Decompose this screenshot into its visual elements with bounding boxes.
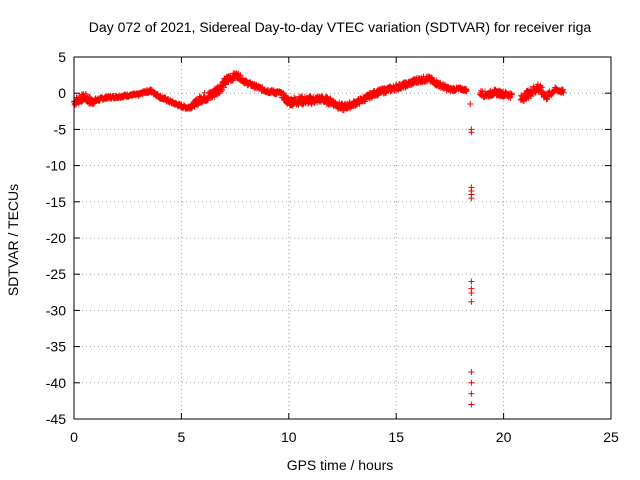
y-tick-label: -10 [46, 158, 66, 174]
y-tick-label: -35 [46, 339, 66, 355]
x-tick-label: 25 [603, 429, 619, 445]
axis-ticks: 50-5-10-15-20-25-30-35-40-450 5 10 15 20 25 [46, 49, 619, 445]
data-point [468, 368, 475, 375]
data-point [463, 88, 470, 95]
data-point [467, 101, 474, 108]
x-axis-label: GPS time / hours [287, 457, 394, 473]
x-tick-label: 5 [178, 429, 186, 445]
x-tick-label: 0 [70, 429, 78, 445]
data-point [237, 72, 244, 79]
data-point [560, 89, 567, 96]
data-point [468, 290, 475, 297]
y-tick-label: 0 [58, 85, 66, 101]
data-point [221, 84, 228, 91]
data-markers [71, 70, 567, 408]
data-point [208, 94, 215, 101]
x-tick-label: 10 [281, 429, 297, 445]
x-tick-label: 15 [388, 429, 404, 445]
y-tick-label: -30 [46, 302, 66, 318]
chart-title: Day 072 of 2021, Sidereal Day-to-day VTE… [89, 19, 592, 35]
data-point [508, 91, 515, 98]
data-point [86, 93, 93, 100]
y-tick-label: -45 [46, 411, 66, 427]
grid [74, 57, 611, 419]
y-tick-label: -40 [46, 375, 66, 391]
data-point [468, 278, 475, 285]
data-point [191, 103, 198, 110]
data-point [217, 88, 224, 95]
data-point [468, 379, 475, 386]
y-tick-label: -25 [46, 266, 66, 282]
data-point [468, 298, 475, 305]
data-point [468, 390, 475, 397]
data-point [468, 401, 475, 408]
y-tick-label: -20 [46, 230, 66, 246]
y-axis-label: SDTVAR / TECUs [5, 184, 21, 296]
plot-frame [73, 56, 612, 420]
x-tick-label: 20 [496, 429, 512, 445]
y-tick-label: -15 [46, 194, 66, 210]
y-tick-label: -5 [54, 121, 67, 137]
data-point [468, 129, 475, 136]
y-tick-label: 5 [58, 49, 66, 65]
data-point [468, 195, 475, 202]
